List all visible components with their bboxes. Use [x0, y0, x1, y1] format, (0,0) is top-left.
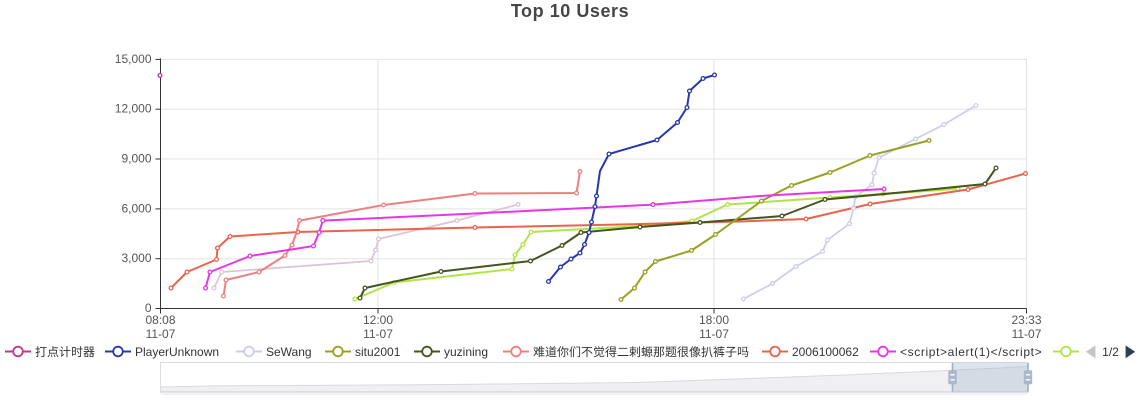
- svg-text:12,000: 12,000: [115, 102, 152, 116]
- svg-text:08:08: 08:08: [145, 313, 175, 327]
- svg-text:SeWang: SeWang: [266, 345, 312, 359]
- svg-text:PlayerUnknown: PlayerUnknown: [135, 345, 219, 359]
- svg-text:11-07: 11-07: [146, 327, 176, 341]
- svg-text:yuzining: yuzining: [444, 345, 488, 359]
- svg-text:11-07: 11-07: [1012, 327, 1042, 341]
- svg-text:9,000: 9,000: [121, 152, 151, 166]
- svg-text:2006100062: 2006100062: [792, 345, 859, 359]
- svg-text:15,000: 15,000: [115, 52, 152, 66]
- svg-text:12:00: 12:00: [363, 313, 393, 327]
- svg-text:situ2001: situ2001: [355, 345, 401, 359]
- svg-text:11-07: 11-07: [699, 327, 729, 341]
- svg-text:1/2: 1/2: [1102, 345, 1119, 359]
- svg-text:6,000: 6,000: [121, 201, 151, 215]
- svg-text:23:33: 23:33: [1011, 313, 1041, 327]
- svg-text:11-07: 11-07: [363, 327, 393, 341]
- svg-text:0: 0: [145, 301, 152, 315]
- svg-text:18:00: 18:00: [699, 313, 729, 327]
- svg-text:3,000: 3,000: [121, 251, 151, 265]
- svg-text:<script>alert(1)</script>: <script>alert(1)</script>: [900, 345, 1042, 359]
